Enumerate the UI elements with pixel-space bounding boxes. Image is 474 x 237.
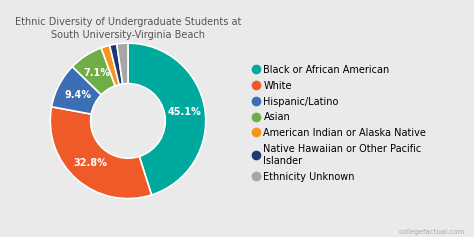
- Text: 7.1%: 7.1%: [83, 68, 110, 78]
- Wedge shape: [73, 48, 115, 95]
- Wedge shape: [52, 67, 101, 114]
- Text: Ethnic Diversity of Undergraduate Students at
South University-Virginia Beach: Ethnic Diversity of Undergraduate Studen…: [15, 17, 241, 40]
- Text: collegefactual.com: collegefactual.com: [398, 229, 465, 235]
- Wedge shape: [128, 43, 206, 195]
- Wedge shape: [117, 43, 128, 84]
- Text: 32.8%: 32.8%: [73, 159, 108, 169]
- Text: 9.4%: 9.4%: [64, 90, 91, 100]
- Text: 45.1%: 45.1%: [167, 107, 201, 117]
- Wedge shape: [50, 107, 152, 199]
- Wedge shape: [109, 44, 123, 85]
- Wedge shape: [101, 45, 119, 86]
- Legend: Black or African American, White, Hispanic/Latino, Asian, American Indian or Ala: Black or African American, White, Hispan…: [254, 65, 426, 182]
